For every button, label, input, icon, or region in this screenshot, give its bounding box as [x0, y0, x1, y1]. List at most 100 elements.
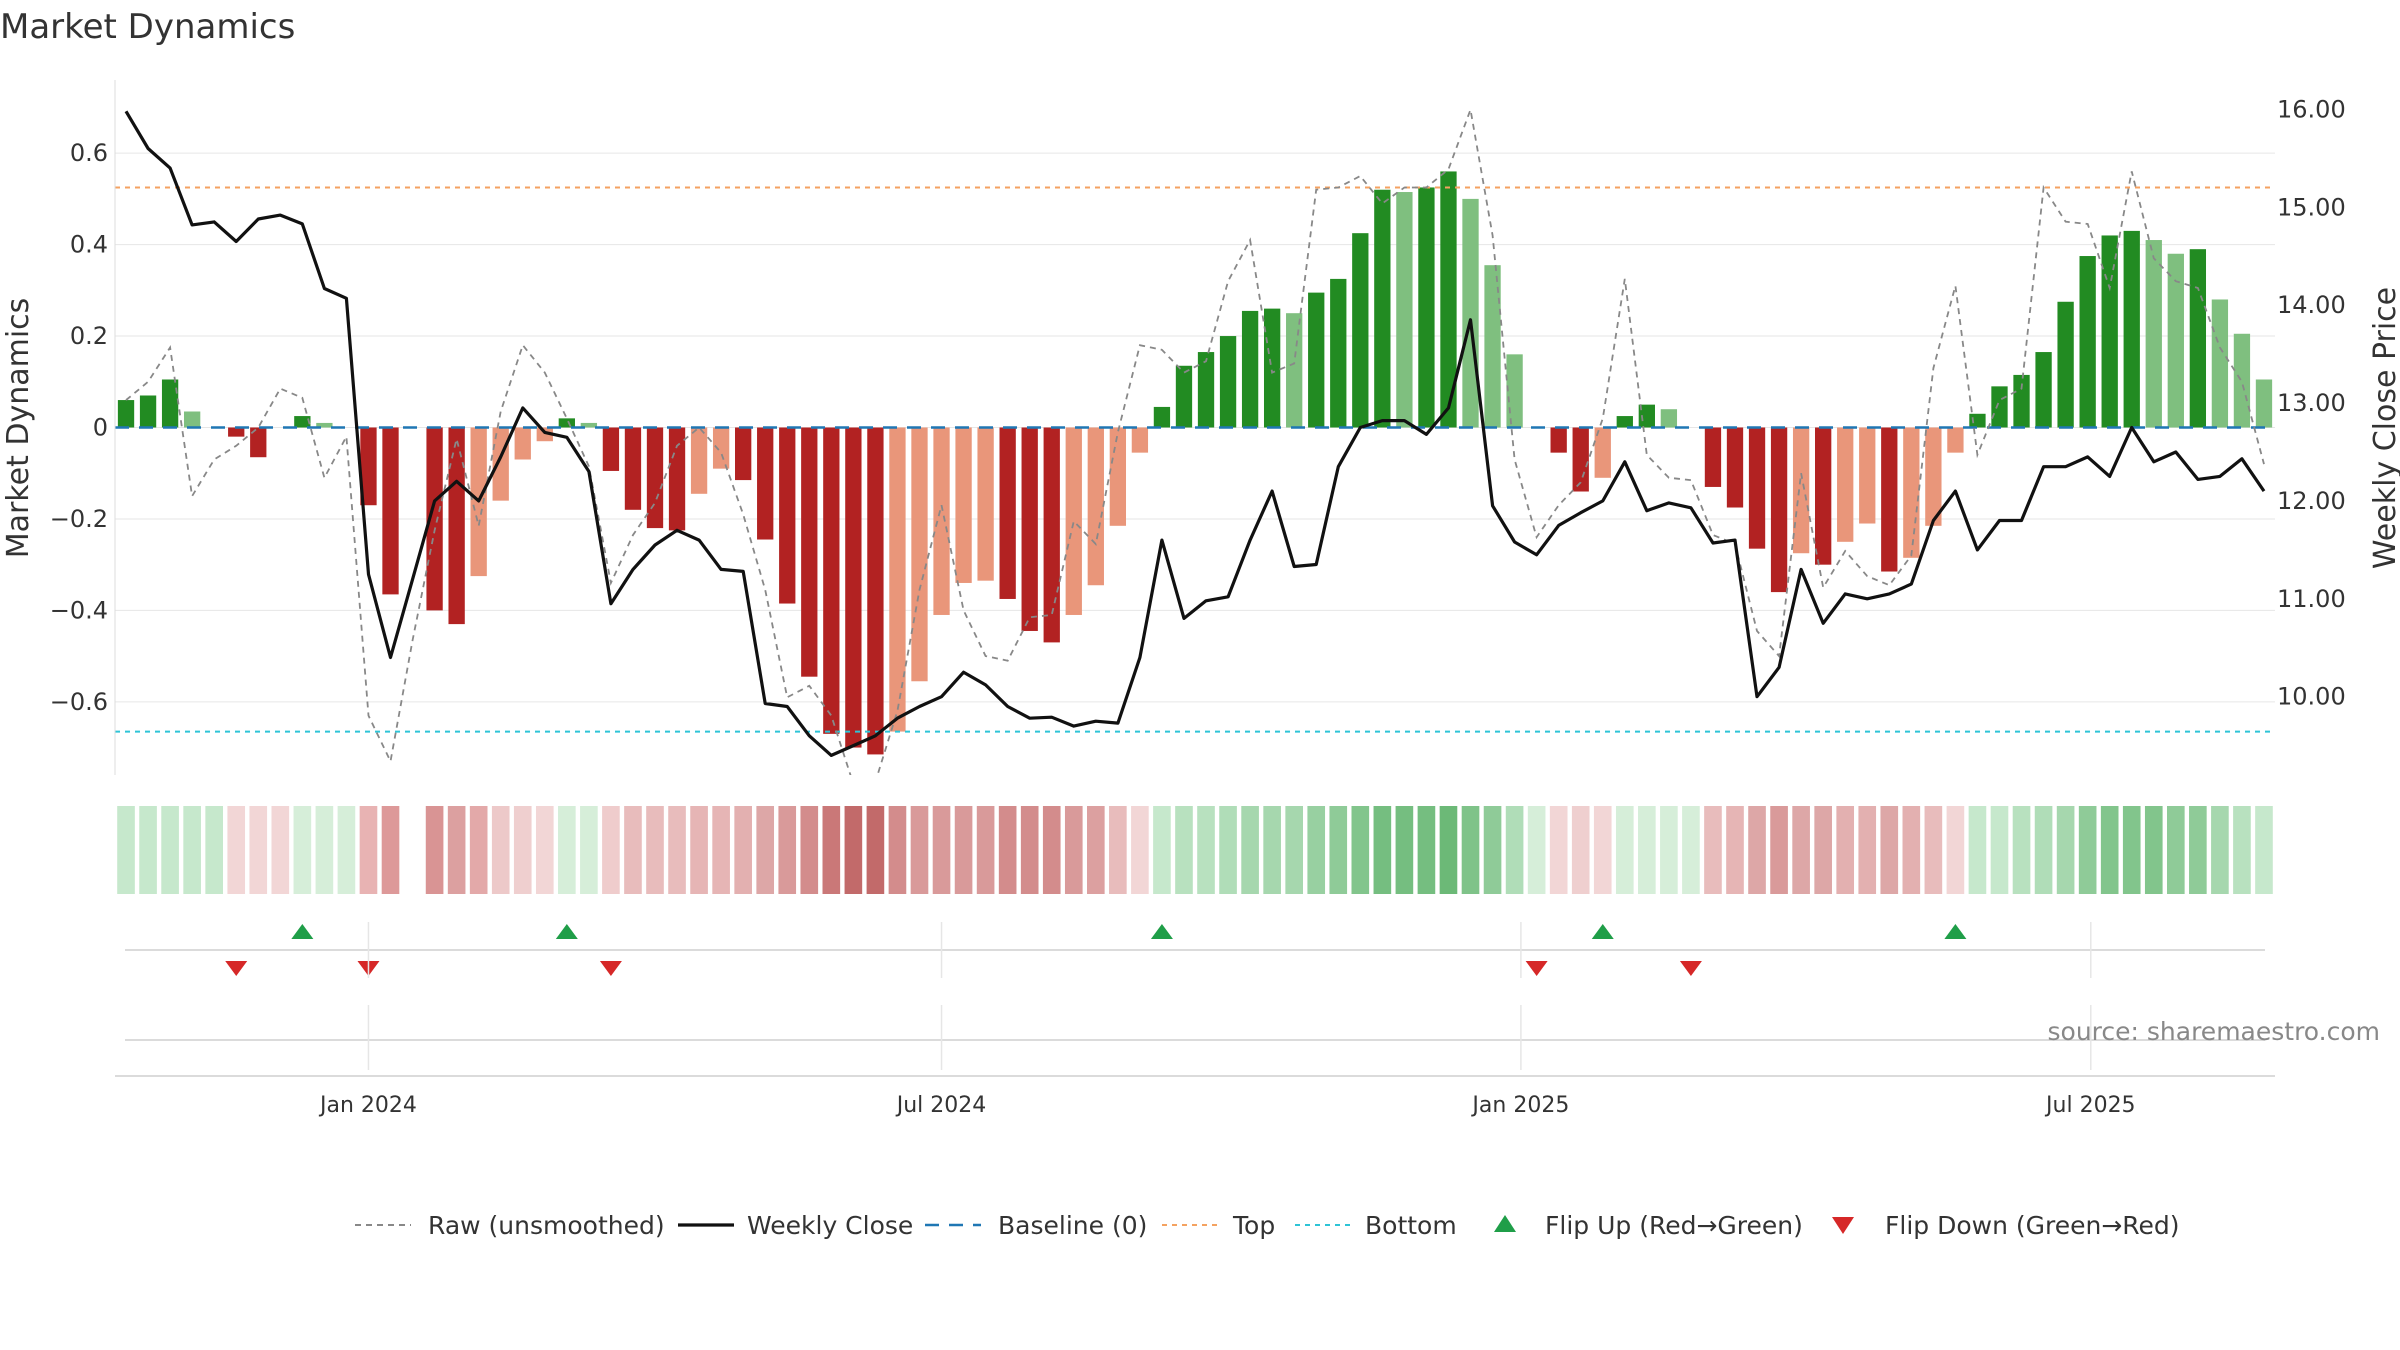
heat-cell — [2211, 806, 2229, 894]
heat-cell — [1020, 806, 1039, 894]
heat-cell — [1968, 806, 1987, 894]
flip-up-marker — [555, 924, 578, 939]
heat-cell — [1241, 806, 1259, 894]
dynamics-bar — [1770, 427, 1788, 593]
dynamics-bar — [2101, 235, 2118, 428]
heat-cell — [646, 806, 664, 894]
dynamics-bar — [316, 422, 333, 428]
heat-cell — [1638, 806, 1656, 894]
heat-cell — [1924, 806, 1943, 894]
heat-cell — [1109, 806, 1127, 894]
dynamics-bar — [1748, 427, 1766, 549]
dynamics-bar — [757, 427, 774, 540]
heat-cell — [1880, 806, 1899, 894]
heat-cell — [2056, 806, 2075, 894]
dynamics-bar — [161, 379, 179, 428]
weekly-close-line — [124, 110, 2266, 758]
dynamics-bar — [1726, 427, 1744, 508]
heat-cell — [1682, 806, 1700, 894]
legend-flip-down-marker — [1832, 1217, 1854, 1234]
heat-cell — [271, 806, 290, 894]
heat-cell — [161, 806, 179, 894]
flip-up-marker — [1591, 924, 1614, 939]
heat-cell — [2034, 806, 2053, 894]
legend: Raw (unsmoothed) Weekly Close Baseline (0)… — [355, 1211, 2180, 1240]
dynamics-bar — [294, 416, 311, 428]
flip-down-marker — [225, 961, 248, 976]
heat-cell — [1660, 806, 1678, 894]
dynamics-bar — [1308, 292, 1325, 428]
heat-cell — [1483, 806, 1502, 894]
right-axis-title: Weekly Close Price — [2368, 287, 2400, 569]
heat-cell — [1593, 806, 1612, 894]
heat-cell — [249, 806, 268, 894]
dynamics-bar — [558, 418, 575, 428]
dynamics-bar — [1638, 404, 1655, 428]
heat-cell — [2100, 806, 2119, 894]
left-tick-label: 0 — [93, 414, 108, 442]
dynamics-bar — [1330, 278, 1347, 428]
heat-cell — [2233, 806, 2251, 894]
dynamics-bar — [801, 427, 818, 677]
heat-cell — [1549, 806, 1568, 894]
flip-down-marker — [1525, 961, 1548, 976]
dynamics-bar — [1859, 427, 1876, 524]
dynamics-bar — [117, 400, 135, 428]
dynamics-bar — [1594, 427, 1611, 478]
heat-cell — [469, 806, 488, 894]
dynamics-bar — [624, 427, 642, 510]
dynamics-bar — [668, 427, 686, 531]
dynamics-bar — [823, 427, 840, 734]
heat-cell — [910, 806, 929, 894]
heat-cell — [1417, 806, 1436, 894]
raw-unsmoothed-line — [125, 106, 2265, 775]
heat-cell — [2078, 806, 2097, 894]
dynamics-bar — [2167, 253, 2184, 428]
dynamics-bar — [1153, 406, 1171, 428]
heat-cell — [205, 806, 223, 894]
heat-cell — [800, 806, 819, 894]
heat-cell — [1792, 806, 1810, 894]
heat-cell — [954, 806, 973, 894]
dynamics-bar — [1462, 198, 1479, 428]
dynamics-bar — [2189, 249, 2207, 428]
dynamics-bar — [1506, 354, 1523, 428]
heat-cell — [1615, 806, 1634, 894]
dynamics-bar — [1969, 413, 1986, 428]
heat-cell — [734, 806, 752, 894]
flip-down-marker — [1679, 961, 1702, 976]
heat-cell — [535, 806, 554, 894]
heat-cell — [822, 806, 841, 894]
heat-cell — [2144, 806, 2163, 894]
left-tick-label: −0.4 — [50, 596, 108, 624]
heat-cell — [1836, 806, 1855, 894]
left-tick-label: 0.4 — [70, 231, 108, 259]
dynamics-bar — [1087, 427, 1104, 586]
heat-cell — [1395, 806, 1414, 894]
heat-cell — [117, 806, 135, 894]
heat-cell — [712, 806, 730, 894]
dynamics-bar — [1396, 192, 1413, 428]
right-tick-label: 15.00 — [2277, 193, 2346, 221]
dynamics-bar — [911, 427, 928, 682]
dynamics-bar — [228, 427, 245, 437]
dynamics-bar — [735, 427, 752, 481]
dynamics-bar — [1792, 427, 1810, 554]
dynamics-bar — [1021, 427, 1038, 631]
heat-cell — [315, 806, 334, 894]
dynamics-bar — [514, 427, 531, 460]
date-tick-label: Jul 2024 — [895, 1093, 987, 1118]
dynamics-bar — [360, 427, 377, 506]
dynamics-bar — [2035, 352, 2052, 428]
dynamics-bar — [646, 427, 664, 529]
heat-cell — [1571, 806, 1590, 894]
dynamics-bar — [1440, 171, 1457, 428]
heat-cell — [2122, 806, 2141, 894]
dynamics-bar — [999, 427, 1016, 599]
heat-cell — [558, 806, 576, 894]
heat-cell — [602, 806, 620, 894]
dynamics-bar — [712, 427, 730, 469]
dynamics-bar — [139, 395, 157, 428]
heat-cell — [1704, 806, 1722, 894]
dynamics-bar — [448, 427, 465, 625]
